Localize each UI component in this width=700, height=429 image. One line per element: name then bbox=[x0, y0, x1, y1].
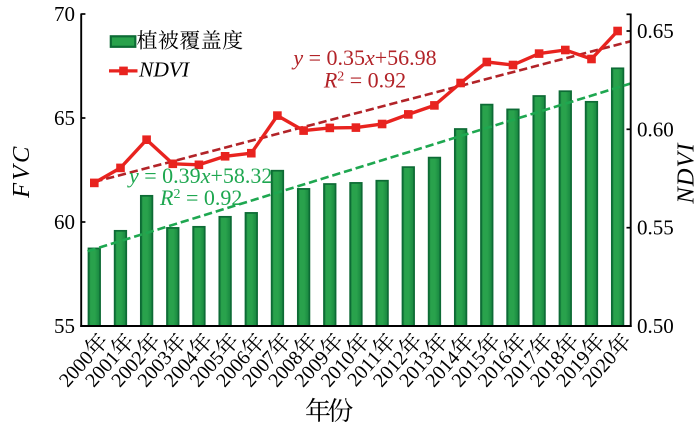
svg-text:0.65: 0.65 bbox=[637, 19, 674, 43]
svg-text:55: 55 bbox=[54, 314, 75, 338]
svg-text:R2 = 0.92: R2 = 0.92 bbox=[159, 185, 242, 210]
svg-text:NDVI: NDVI bbox=[138, 58, 190, 82]
svg-text:FVC: FVC bbox=[8, 144, 35, 199]
svg-text:70: 70 bbox=[54, 2, 75, 26]
svg-text:y = 0.39x+58.32: y = 0.39x+58.32 bbox=[127, 163, 272, 188]
svg-text:60: 60 bbox=[54, 210, 75, 234]
svg-text:0.55: 0.55 bbox=[637, 216, 674, 240]
svg-text:NDVI: NDVI bbox=[673, 142, 700, 205]
svg-text:65: 65 bbox=[54, 106, 75, 130]
svg-text:0.50: 0.50 bbox=[637, 314, 674, 338]
svg-text:y = 0.35x+56.98: y = 0.35x+56.98 bbox=[291, 45, 436, 70]
svg-text:0.60: 0.60 bbox=[637, 117, 674, 141]
svg-text:R2 = 0.92: R2 = 0.92 bbox=[323, 68, 406, 93]
